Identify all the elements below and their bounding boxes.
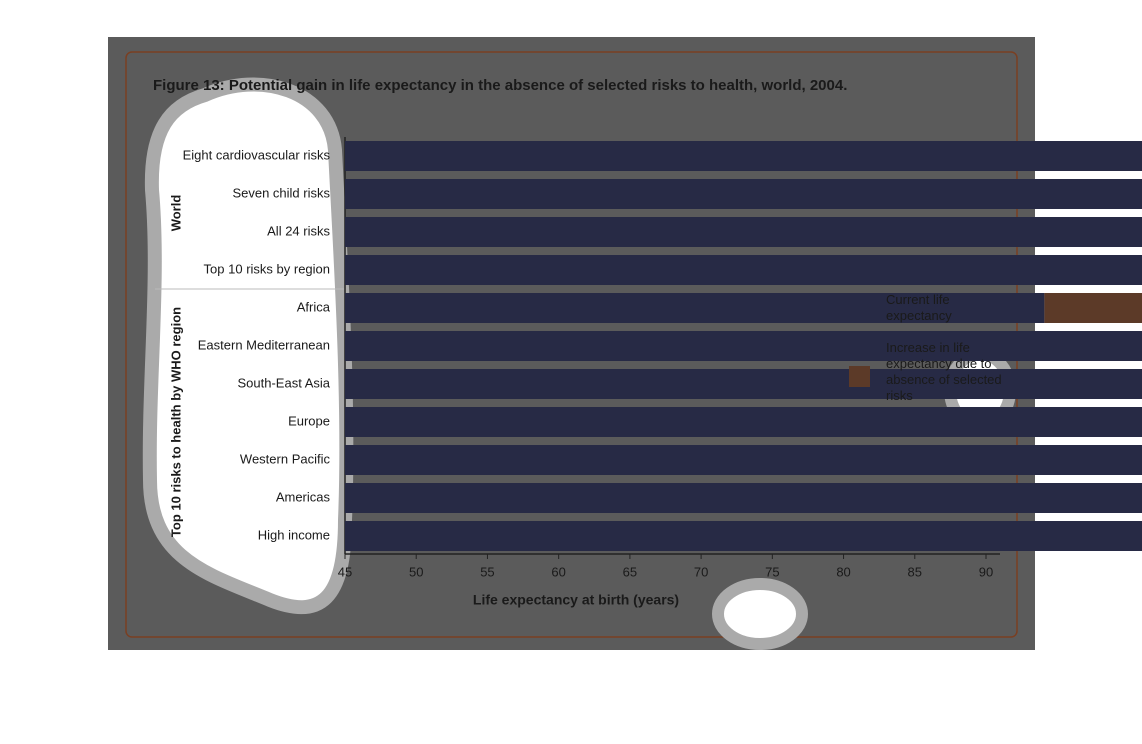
- x-tick-label: 75: [765, 564, 779, 579]
- x-tick-label: 85: [908, 564, 922, 579]
- legend-entry: Increase in life expectancy due to absen…: [886, 340, 1002, 403]
- bar-segment: [345, 407, 1142, 437]
- y-tick-label: Eight cardiovascular risks: [183, 147, 331, 162]
- legend-label: Current life expectancy: [886, 292, 952, 323]
- x-tick-label: 50: [409, 564, 423, 579]
- x-tick-label: 55: [480, 564, 494, 579]
- legend-entry: Current life expectancy: [886, 292, 952, 323]
- y-tick-label: All 24 risks: [267, 223, 330, 238]
- y-tick-label: Eastern Mediterranean: [198, 337, 330, 352]
- y-tick-label: Western Pacific: [240, 451, 331, 466]
- bar-segment: [345, 141, 1142, 171]
- highlight-blob: [142, 77, 354, 615]
- y-tick-label: Americas: [276, 489, 331, 504]
- legend-swatch: [849, 298, 870, 319]
- x-tick-label: 70: [694, 564, 708, 579]
- bar-segment: [345, 445, 1142, 475]
- x-axis-label: Life expectancy at birth (years): [473, 592, 679, 608]
- y-tick-label: Europe: [288, 413, 330, 428]
- bar-segment: [345, 255, 1142, 285]
- x-tick-label: 90: [979, 564, 993, 579]
- y-tick-label: High income: [258, 527, 330, 542]
- bar-segment: [1044, 293, 1142, 323]
- legend-swatch: [849, 366, 870, 387]
- x-tick-label: 80: [836, 564, 850, 579]
- bar-segment: [345, 483, 1142, 513]
- y-tick-label: Africa: [297, 299, 331, 314]
- bar-segment: [345, 331, 1142, 361]
- group-label: World: [168, 195, 183, 232]
- bar-segment: [345, 293, 1045, 323]
- highlight-blob: [712, 578, 808, 650]
- bar-segment: [345, 369, 1142, 399]
- group-label: Top 10 risks to health by WHO region: [168, 307, 183, 537]
- legend-label: Increase in life expectancy due to absen…: [886, 340, 1002, 403]
- bar-segment: [345, 217, 1142, 247]
- y-tick-label: Seven child risks: [232, 185, 330, 200]
- x-tick-label: 45: [338, 564, 352, 579]
- bar-segment: [345, 521, 1142, 551]
- bar-segment: [345, 179, 1142, 209]
- x-tick-label: 60: [551, 564, 565, 579]
- x-tick-label: 65: [623, 564, 637, 579]
- chart-title: Figure 13: Potential gain in life expect…: [153, 77, 847, 94]
- y-tick-label: South-East Asia: [238, 375, 331, 390]
- y-tick-label: Top 10 risks by region: [204, 261, 330, 276]
